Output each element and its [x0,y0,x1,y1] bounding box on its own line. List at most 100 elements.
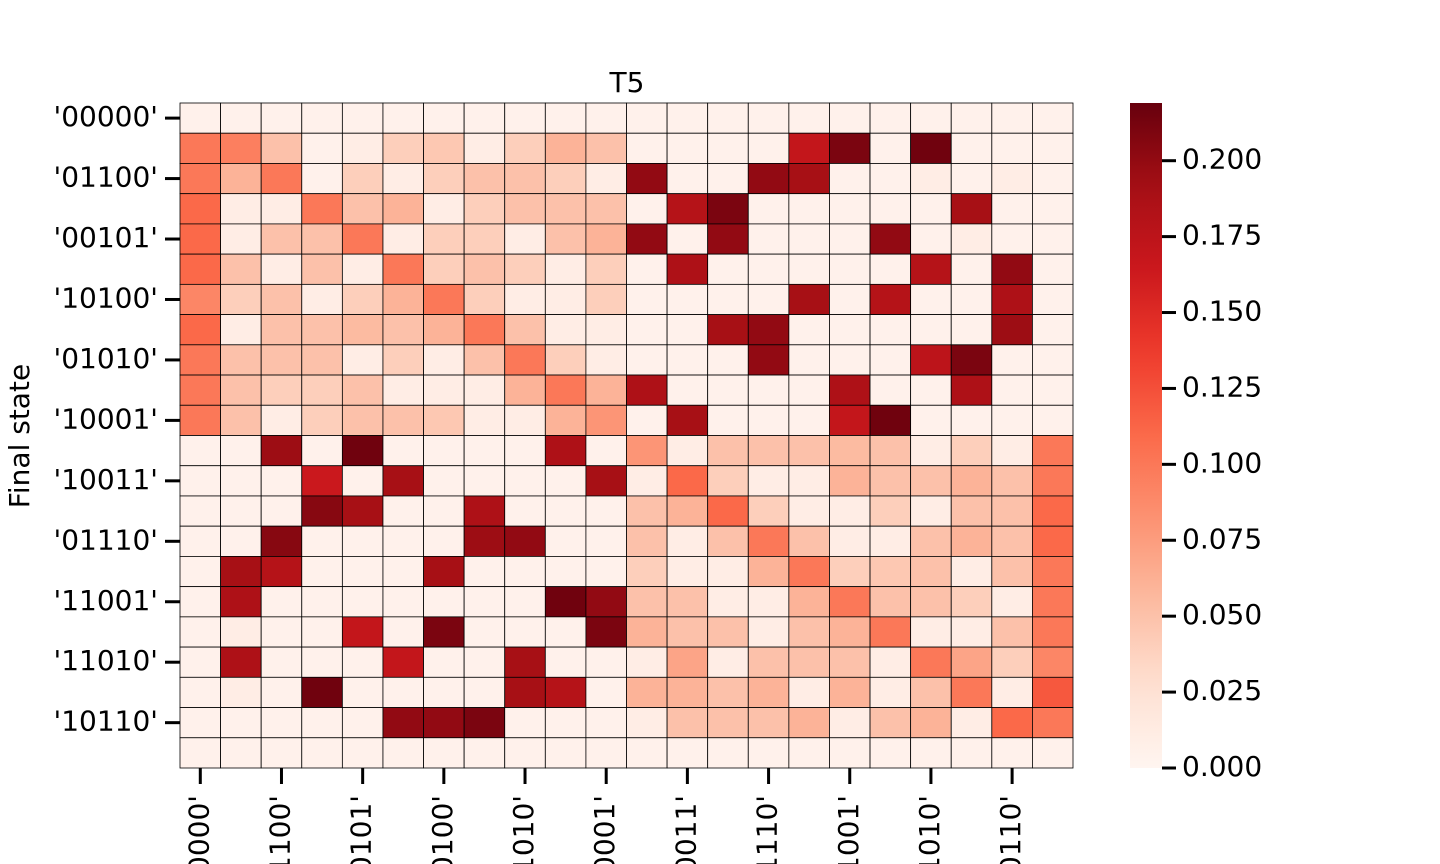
heatmap-cell [869,495,912,527]
heatmap-cell [423,132,465,164]
heatmap-cell [950,344,993,376]
heatmap-cell [423,344,465,376]
heatmap-cell [544,586,587,618]
y-tick-label: '11010' [54,644,158,677]
heatmap-cell [788,737,830,769]
heatmap-cell [585,374,627,406]
heatmap-cell [504,132,546,164]
heatmap-cell [1032,616,1074,648]
y-axis-label: Final state [3,364,36,508]
heatmap-cell [991,283,1033,315]
heatmap-cell [707,435,749,467]
heatmap-cell [341,404,384,436]
y-tick-label: '01100' [54,161,158,194]
heatmap-cell [260,556,303,588]
heatmap-cell [666,253,709,285]
heatmap-cell [829,223,871,255]
heatmap-cell [747,556,790,588]
heatmap-cell [585,314,627,346]
heatmap-cell [220,374,262,406]
heatmap-cell [788,404,830,436]
heatmap-cell [382,404,424,436]
heatmap-cell [382,737,424,769]
heatmap-cell [341,707,384,739]
heatmap-cell [950,495,993,527]
heatmap-cell [301,344,343,376]
heatmap-cell [260,495,303,527]
heatmap-cell [666,616,709,648]
heatmap-cell [382,283,424,315]
heatmap-cell [179,344,221,376]
heatmap-cell [747,646,790,678]
heatmap-cell [788,344,830,376]
heatmap-cell [991,314,1033,346]
heatmap-cell [463,495,506,527]
heatmap-cell [341,737,384,769]
heatmap-cell [869,132,912,164]
heatmap-cell [747,737,790,769]
heatmap-cell [341,646,384,678]
x-tick-label: '11010' [913,795,946,864]
heatmap-cell [423,102,465,134]
heatmap-cell [504,283,546,315]
heatmap-cell [301,616,343,648]
heatmap-cell [910,556,952,588]
heatmap-cell [544,102,587,134]
heatmap-cell [220,404,262,436]
heatmap-cell [950,646,993,678]
heatmap-cell [788,314,830,346]
heatmap-cell [463,344,506,376]
heatmap-cell [788,253,830,285]
heatmap-cell [260,586,303,618]
heatmap-cell [382,586,424,618]
heatmap-cell [626,586,668,618]
colorbar-tick-label: 0.100 [1182,446,1262,479]
heatmap-cell [626,737,668,769]
heatmap-cell [179,707,221,739]
heatmap-cell [301,314,343,346]
heatmap-cell [707,646,749,678]
heatmap-cell [788,676,830,708]
colorbar-tick-label: 0.025 [1182,674,1262,707]
heatmap-cell [1032,102,1074,134]
heatmap-cell [626,344,668,376]
y-tick-label: '10100' [54,281,158,314]
heatmap-cell [666,707,709,739]
colorbar [1130,103,1162,768]
heatmap-cell [626,525,668,557]
heatmap-cell [544,737,587,769]
heatmap-cell [991,193,1033,225]
heatmap-cell [301,404,343,436]
heatmap-cell [950,102,993,134]
heatmap-cell [1032,737,1074,769]
heatmap-cell [382,253,424,285]
heatmap-cell [544,253,587,285]
heatmap-cell [463,737,506,769]
heatmap-cell [991,344,1033,376]
heatmap-cell [301,707,343,739]
heatmap-cell [991,616,1033,648]
heatmap-cell [301,253,343,285]
heatmap-cell [869,465,912,497]
heatmap-cell [950,163,993,195]
heatmap-cell [260,646,303,678]
heatmap-cell [1032,253,1074,285]
heatmap-cell [829,344,871,376]
heatmap-cell [423,465,465,497]
heatmap-cell [991,374,1033,406]
heatmap-cell [869,344,912,376]
heatmap-cell [341,283,384,315]
heatmap-cell [220,707,262,739]
heatmap-cell [666,737,709,769]
heatmap-cell [1032,374,1074,406]
heatmap-cell [220,556,262,588]
heatmap-cell [423,616,465,648]
heatmap-cell [626,616,668,648]
heatmap-cell [301,193,343,225]
heatmap-cell [950,556,993,588]
heatmap-cell [463,465,506,497]
heatmap-cell [585,193,627,225]
heatmap-cell [991,676,1033,708]
heatmap-cell [1032,223,1074,255]
heatmap-cell [463,404,506,436]
